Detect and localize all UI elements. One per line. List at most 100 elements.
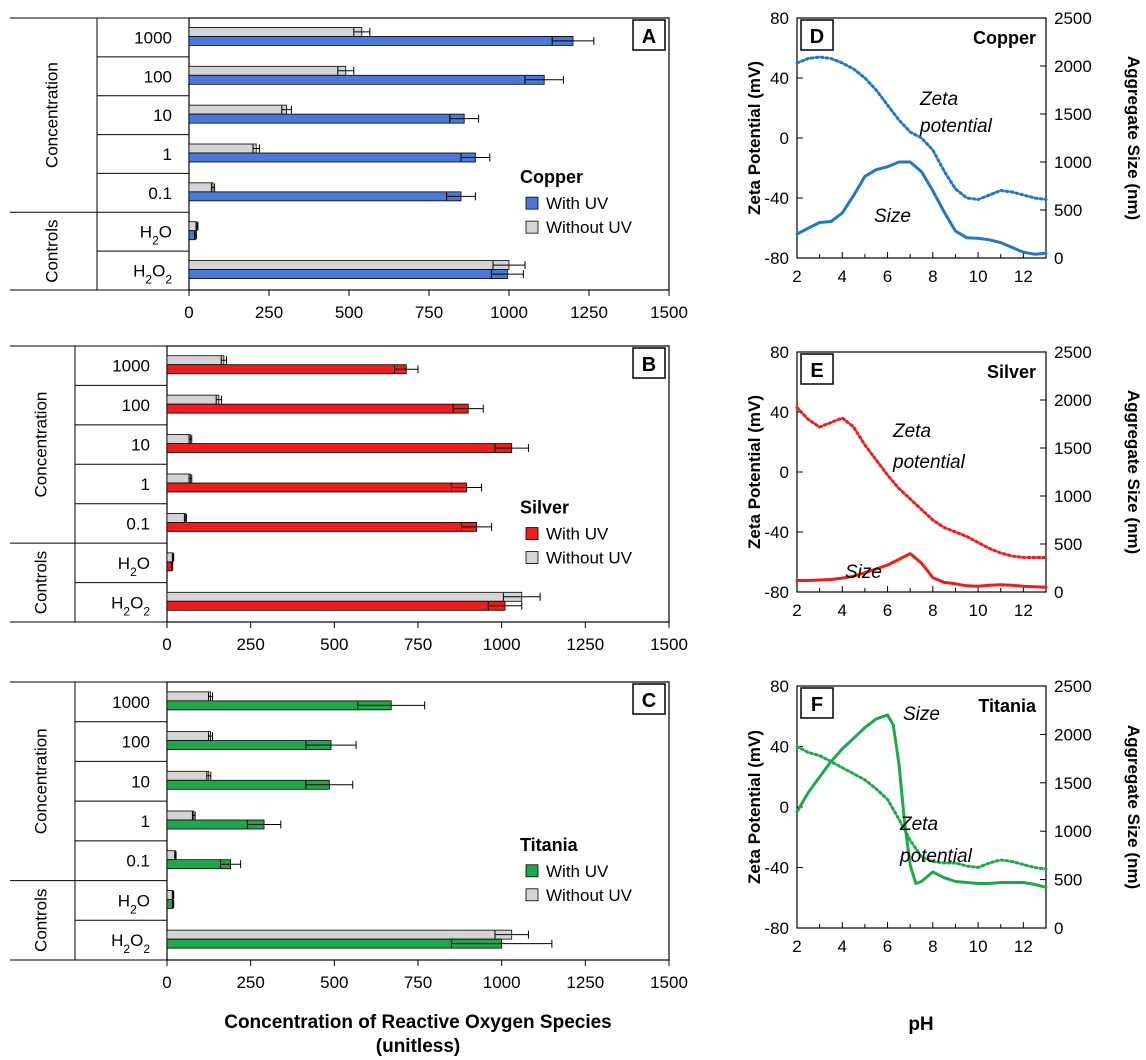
y-tick-label-left: 40 xyxy=(770,403,789,422)
y-tick-label-left: 40 xyxy=(770,69,789,88)
y-tick-label-right: 2000 xyxy=(1054,725,1092,744)
category-label: H2O2 xyxy=(111,931,150,956)
legend-swatch xyxy=(525,196,539,210)
zeta-potential-line xyxy=(795,55,1048,201)
x-tick-label: 1500 xyxy=(650,303,688,322)
y-tick-label-right: 1000 xyxy=(1054,153,1092,172)
category-label: 0.1 xyxy=(126,514,150,533)
x-tick-label: 250 xyxy=(236,635,264,654)
group-label: Controls xyxy=(43,219,62,282)
bar-panel-b: Concentration Controls 1000 100 10 1 0.1 H2O H2O… xyxy=(10,345,688,654)
x-tick-label: 12 xyxy=(1014,937,1033,956)
zeta-potential-line xyxy=(795,745,1048,871)
x-tick-label: 4 xyxy=(838,601,847,620)
category-label: 100 xyxy=(122,396,150,415)
annotation-potential: potential xyxy=(892,452,966,473)
bar-without-uv xyxy=(166,473,191,484)
y-tick-label-left: -40 xyxy=(764,859,789,878)
y-tick-label-left: 0 xyxy=(780,463,789,482)
x-tick-label: 1250 xyxy=(566,635,604,654)
x-tick-label: 750 xyxy=(404,635,432,654)
category-label: 10 xyxy=(153,106,172,125)
bar-without-uv xyxy=(188,104,287,115)
legend-label: Without UV xyxy=(546,886,633,905)
bar-without-uv xyxy=(188,182,214,193)
bar-without-uv xyxy=(188,143,257,154)
legend-swatch xyxy=(525,220,539,234)
y-tick-label-right: 2500 xyxy=(1054,343,1092,362)
x-tick-label: 0 xyxy=(184,303,193,322)
bar-without-uv xyxy=(166,770,210,781)
bar-with-uv xyxy=(188,36,574,46)
y-tick-label-left: 80 xyxy=(770,343,789,362)
legend-swatch xyxy=(525,527,539,540)
legend-swatch xyxy=(525,551,539,564)
category-label: H2O xyxy=(140,223,172,248)
group-label: Concentration xyxy=(43,62,62,168)
legend-title: Silver xyxy=(520,498,569,518)
x-tick-label: 0 xyxy=(162,635,171,654)
category-label: 1000 xyxy=(112,357,150,376)
x-tick-label: 4 xyxy=(838,937,847,956)
bar-without-uv xyxy=(166,810,195,821)
x-tick-label: 10 xyxy=(969,601,988,620)
x-tick-label: 6 xyxy=(883,937,892,956)
bar-without-uv xyxy=(166,513,186,523)
x-tick-label: 500 xyxy=(320,973,348,992)
bar-panel-a: Concentration Controls 1000 100 10 1 0.1 H2O H2O… xyxy=(10,17,688,322)
bar-without-uv xyxy=(166,691,211,702)
category-label: 0.1 xyxy=(126,852,150,871)
x-axis-label: Concentration of Reactive Oxygen Species xyxy=(224,1012,612,1033)
group-label: Controls xyxy=(32,551,51,614)
x-tick-label: 6 xyxy=(883,601,892,620)
x-tick-label: 2 xyxy=(792,601,801,620)
legend-title: Copper xyxy=(520,167,583,187)
y-tick-label-right: 500 xyxy=(1054,535,1082,554)
legend-swatch xyxy=(525,864,539,878)
legend-label: With UV xyxy=(546,525,609,544)
x-tick-label: 500 xyxy=(335,303,363,322)
category-label: 1 xyxy=(163,145,172,164)
bar-with-uv xyxy=(188,113,465,124)
x-tick-label: 1250 xyxy=(566,973,604,992)
x-tick-label: 750 xyxy=(404,973,432,992)
bar-with-uv xyxy=(166,482,467,493)
panel-title: Titania xyxy=(978,696,1037,716)
x-tick-label: 1000 xyxy=(483,973,521,992)
category-label: 1000 xyxy=(112,693,150,712)
y-tick-label-left: 80 xyxy=(770,677,789,696)
x-tick-label: 10 xyxy=(969,267,988,286)
x-tick-label: 6 xyxy=(883,267,892,286)
y-tick-label-right: 500 xyxy=(1054,871,1082,890)
x-tick-label: 8 xyxy=(928,601,937,620)
panel-letter-box xyxy=(632,19,666,51)
bar-without-uv xyxy=(166,355,225,366)
category-label: H2O xyxy=(118,554,150,579)
group-label: Concentration xyxy=(32,392,51,498)
annotation-size: Size xyxy=(903,704,940,725)
y-tick-label-left: 80 xyxy=(770,9,789,28)
bar-with-uv xyxy=(166,364,407,375)
size-line xyxy=(795,160,1048,256)
x-axis-label-ph: pH xyxy=(908,1014,933,1035)
x-tick-label: 1500 xyxy=(650,635,688,654)
annotation-size: Size xyxy=(874,206,911,227)
panel-title: Copper xyxy=(973,28,1036,48)
category-label: 1000 xyxy=(134,28,172,47)
y-tick-label-right: 2000 xyxy=(1054,391,1092,410)
legend-label: Without UV xyxy=(546,549,633,568)
x-tick-label: 2 xyxy=(792,267,801,286)
x-tick-label: 250 xyxy=(236,973,264,992)
zeta-potential-line xyxy=(795,406,1048,559)
bar-without-uv xyxy=(188,65,347,76)
panel-letter: C xyxy=(642,690,656,712)
category-label: 0.1 xyxy=(148,184,172,203)
x-tick-label: 1000 xyxy=(490,303,528,322)
y-tick-label-right: 1000 xyxy=(1054,822,1092,841)
bar-without-uv xyxy=(166,731,211,741)
x-tick-label: 1250 xyxy=(570,303,608,322)
panel-letter-box xyxy=(632,347,666,379)
panel-title: Silver xyxy=(987,362,1036,382)
legend-swatch xyxy=(525,888,539,902)
